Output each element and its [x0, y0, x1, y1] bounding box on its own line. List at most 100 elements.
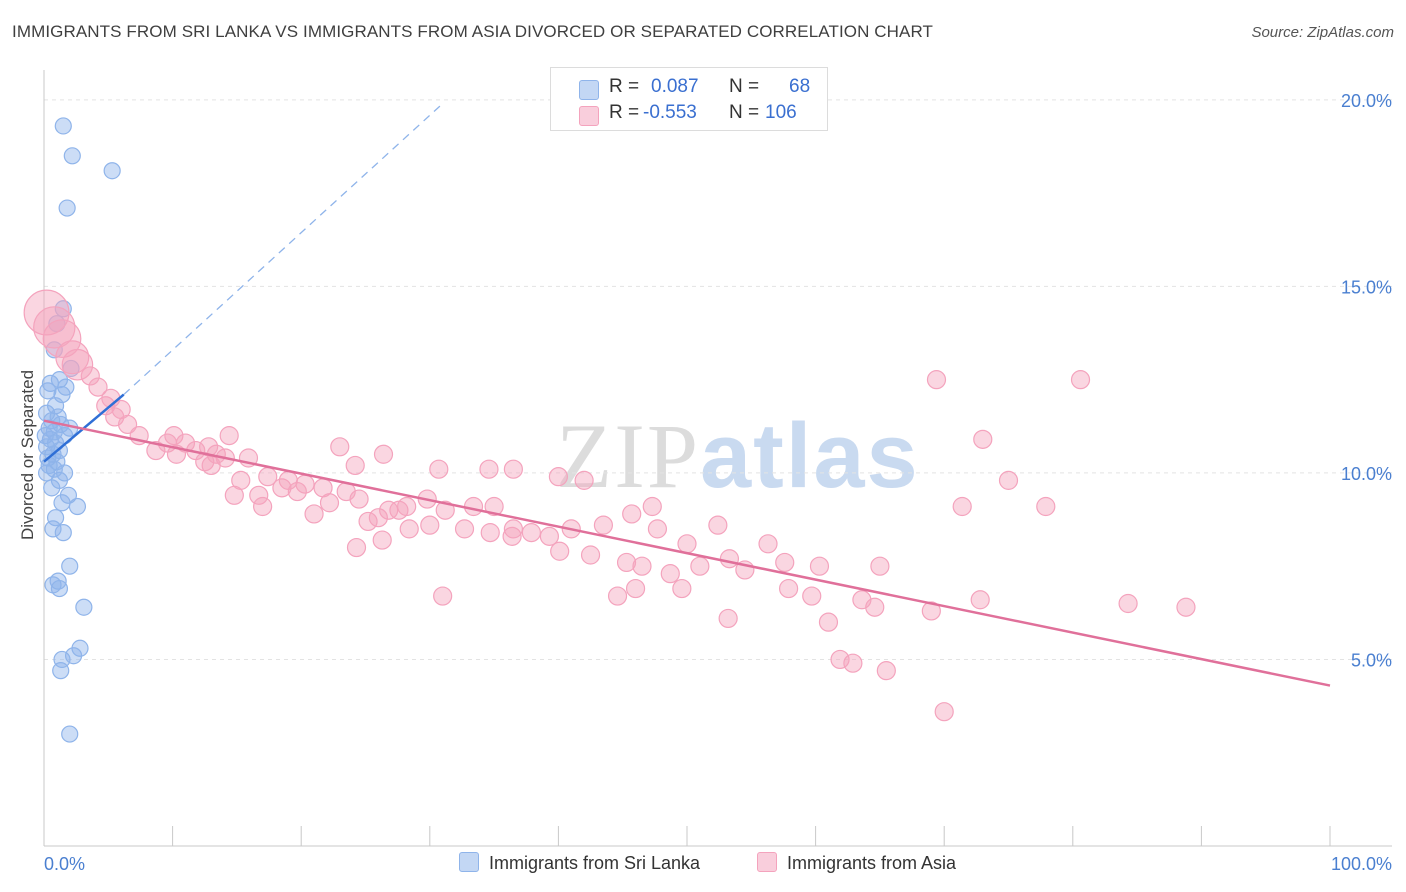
bottom-legend-item-sri-lanka: Immigrants from Sri Lanka — [459, 852, 700, 874]
legend-r-label: R = — [609, 76, 640, 97]
asia-point — [55, 340, 90, 375]
asia-point — [330, 437, 350, 457]
legend-row-sri-lanka: R = 0.087 N = 68 — [551, 76, 827, 102]
sri-lanka-point — [46, 509, 65, 527]
asia-point — [876, 661, 896, 681]
bottom-legend-label-asia: Immigrants from Asia — [787, 853, 957, 873]
legend-swatch-sri-lanka — [579, 80, 599, 100]
asia-point — [379, 500, 399, 520]
watermark-atlas: atlas — [700, 405, 920, 507]
asia-point — [80, 366, 100, 386]
bottom-legend-swatch-sri-lanka — [459, 852, 479, 872]
asia-point — [1070, 370, 1091, 390]
bottom-legend-swatch-asia — [757, 852, 777, 872]
asia-point — [389, 500, 409, 520]
bottom-legend-label-sri-lanka: Immigrants from Sri Lanka — [489, 853, 701, 873]
sri-lanka-point — [54, 117, 72, 135]
asia-point — [224, 485, 244, 505]
asia-point — [580, 545, 601, 565]
sri-lanka-point — [54, 524, 72, 542]
sri-lanka-point — [43, 479, 61, 497]
asia-point — [373, 444, 394, 464]
asia-point — [775, 552, 795, 573]
asia-point — [539, 526, 559, 546]
sri-lanka-point — [61, 725, 79, 743]
sri-lanka-point — [52, 662, 70, 680]
asia-point — [998, 470, 1019, 490]
bottom-legend-item-asia: Immigrants from Asia — [757, 852, 956, 874]
asia-point — [870, 556, 890, 576]
asia-point — [632, 556, 652, 576]
asia-point — [164, 426, 184, 446]
asia-point — [201, 455, 221, 476]
sri-lanka-point — [61, 557, 79, 575]
source-label: Source: ZipAtlas.com — [1251, 24, 1394, 41]
asia-point — [304, 504, 324, 524]
asia-point — [607, 586, 628, 606]
asia-point — [778, 578, 799, 599]
sri-lanka-point — [39, 382, 57, 400]
sri-lanka-point — [63, 147, 81, 165]
asia-point — [921, 601, 941, 621]
asia-point — [521, 523, 541, 543]
asia-point — [88, 377, 108, 397]
legend-n-label: N = — [729, 102, 760, 123]
asia-point — [399, 519, 419, 539]
asia-point — [358, 511, 378, 532]
y-axis-label: Divorced or Separated — [18, 370, 37, 540]
asia-point — [349, 489, 369, 509]
asia-point — [435, 500, 455, 520]
asia-point — [249, 485, 269, 505]
asia-point — [287, 481, 307, 502]
asia-point — [219, 426, 239, 446]
asia-point — [677, 534, 697, 554]
asia-point — [368, 508, 388, 528]
watermark: ZIPatlas — [556, 403, 920, 509]
asia-point — [830, 649, 850, 670]
asia-point — [1118, 593, 1138, 614]
asia-point — [550, 541, 570, 561]
asia-point — [843, 653, 863, 673]
asia-point — [690, 556, 710, 576]
asia-point — [647, 519, 668, 539]
asia-point — [934, 702, 954, 722]
sri-lanka-point — [103, 162, 121, 180]
asia-point — [672, 578, 692, 599]
asia-point — [346, 537, 367, 558]
y-tick-label: 10.0% — [1341, 464, 1392, 484]
asia-trend-line — [43, 419, 1331, 687]
asia-point — [61, 348, 94, 381]
asia-point — [502, 526, 522, 546]
legend-r-value: 0.087 — [651, 76, 699, 97]
asia-point — [429, 459, 449, 479]
asia-point — [42, 319, 82, 359]
sri-lanka-point — [68, 497, 87, 516]
asia-point — [574, 470, 594, 490]
asia-point — [117, 414, 138, 435]
asia-point — [479, 459, 499, 479]
asia-point — [480, 523, 500, 543]
legend-swatch-asia — [579, 106, 599, 126]
asia-point — [660, 564, 680, 584]
sri-lanka-point — [50, 579, 69, 598]
asia-point — [719, 549, 740, 569]
y-tick-label: 15.0% — [1341, 277, 1392, 297]
legend-n-value: 106 — [765, 102, 797, 123]
sri-lanka-point — [75, 598, 93, 616]
stats-legend: R = 0.087 N = 68 R = -0.553 N = 106 — [550, 67, 828, 131]
asia-point — [272, 478, 292, 498]
legend-r-label: R = — [609, 102, 640, 123]
asia-point — [503, 519, 523, 539]
asia-point — [642, 496, 662, 517]
asia-point — [616, 552, 637, 573]
asia-point — [345, 455, 365, 476]
asia-point — [253, 496, 273, 517]
asia-point — [718, 608, 738, 629]
asia-point — [1036, 496, 1056, 517]
asia-point — [593, 515, 614, 535]
asia-point — [548, 467, 569, 487]
asia-point — [708, 515, 728, 535]
asia-point — [33, 306, 76, 349]
sri-lanka-trend-extension — [123, 103, 444, 396]
asia-point — [1176, 597, 1196, 617]
